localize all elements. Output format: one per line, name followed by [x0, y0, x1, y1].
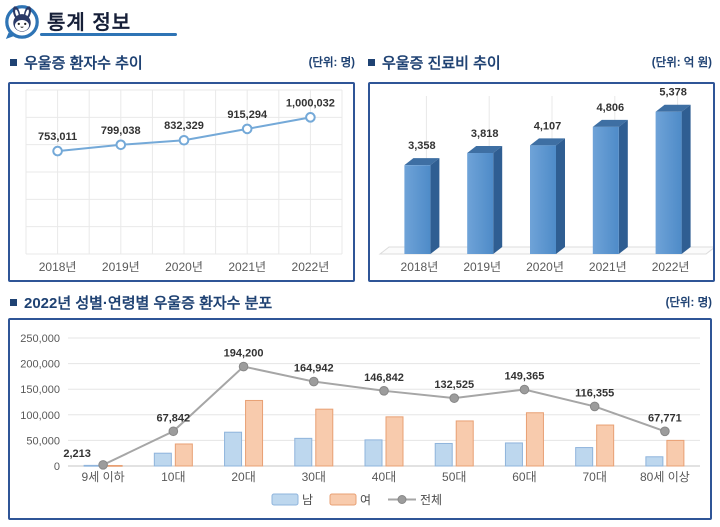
distribution-unit-label: (단위: 명): [665, 297, 712, 309]
svg-text:40대: 40대: [372, 470, 396, 484]
square-bullet-icon: [368, 58, 375, 66]
square-bullet-icon: [10, 298, 17, 306]
svg-text:9세 이하: 9세 이하: [82, 470, 125, 484]
svg-text:4,107: 4,107: [534, 120, 562, 132]
distribution-section-title: 2022년 성별·연령별 우울증 환자수 분포: [10, 292, 272, 313]
svg-text:50대: 50대: [442, 470, 466, 484]
patients-unit-label: (단위: 명): [308, 57, 355, 69]
distribution-combo-chart: 0 50,000 100,000 150,000 200,000 250,000 9세 이하…: [20, 333, 700, 507]
patients-line-chart: 753,011 2018년 799,038 2019년 832,329 2020년 915,…: [25, 89, 343, 274]
cost-section-header: 우울증 진료비 추이 (단위: 억 원): [368, 52, 712, 72]
svg-text:30대: 30대: [302, 470, 326, 484]
svg-text:4,806: 4,806: [597, 102, 625, 114]
svg-text:2021년: 2021년: [589, 260, 627, 274]
svg-text:194,200: 194,200: [224, 348, 264, 360]
svg-text:2,213: 2,213: [63, 448, 91, 460]
svg-text:753,011: 753,011: [38, 131, 77, 143]
distribution-section-header: 2022년 성별·연령별 우울증 환자수 분포 (단위: 명): [10, 292, 712, 312]
svg-text:2018년: 2018년: [39, 260, 77, 274]
cost-section-title: 우울증 진료비 추이: [368, 52, 501, 73]
svg-text:2018년: 2018년: [401, 260, 439, 274]
svg-text:132,525: 132,525: [434, 379, 474, 391]
svg-text:2019년: 2019년: [102, 260, 140, 274]
svg-text:2020년: 2020년: [165, 260, 203, 274]
svg-text:146,842: 146,842: [364, 372, 404, 384]
distribution-chart-panel: 0 50,000 100,000 150,000 200,000 250,000 9세 이하…: [8, 318, 712, 520]
cost-3d-bar-chart: 3,358 2018년 3,818 2019년 4,107 2020년 4,806 2021년…: [378, 87, 717, 274]
patients-chart-panel: 753,011 2018년 799,038 2019년 832,329 2020년 915,…: [8, 82, 355, 282]
header-underline: [40, 33, 177, 36]
svg-text:여: 여: [360, 493, 371, 507]
cost-unit-label: (단위: 억 원): [651, 57, 712, 69]
svg-text:2021년: 2021년: [228, 260, 266, 274]
svg-text:3,358: 3,358: [408, 140, 436, 152]
svg-text:2020년: 2020년: [526, 260, 564, 274]
patients-section-header: 우울증 환자수 추이 (단위: 명): [10, 52, 355, 72]
svg-text:70대: 70대: [582, 470, 606, 484]
svg-text:149,365: 149,365: [505, 371, 545, 383]
patients-section-title: 우울증 환자수 추이: [10, 52, 143, 73]
svg-text:5,378: 5,378: [659, 87, 687, 99]
svg-text:2022년: 2022년: [652, 260, 690, 274]
svg-text:832,329: 832,329: [164, 120, 204, 132]
svg-text:남: 남: [302, 493, 313, 507]
svg-text:67,842: 67,842: [157, 412, 191, 424]
svg-text:20대: 20대: [231, 470, 255, 484]
svg-text:164,942: 164,942: [294, 363, 334, 375]
svg-text:전체: 전체: [420, 493, 442, 507]
svg-text:100,000: 100,000: [20, 410, 60, 422]
cost-chart-panel: 3,358 2018년 3,818 2019년 4,107 2020년 4,806 2021년…: [368, 82, 717, 282]
svg-text:2022년: 2022년: [292, 260, 330, 274]
svg-text:799,038: 799,038: [101, 125, 141, 137]
svg-text:116,355: 116,355: [575, 387, 614, 399]
svg-text:1,000,032: 1,000,032: [286, 97, 335, 109]
svg-text:250,000: 250,000: [20, 333, 60, 345]
square-bullet-icon: [10, 58, 17, 66]
svg-text:200,000: 200,000: [20, 359, 60, 371]
page-title: 통계 정보: [47, 12, 132, 34]
svg-text:10대: 10대: [161, 470, 185, 484]
svg-text:915,294: 915,294: [227, 109, 268, 121]
rabbit-mascot-icon: [3, 2, 41, 40]
svg-text:80세 이상: 80세 이상: [640, 470, 690, 484]
svg-text:0: 0: [54, 461, 60, 473]
svg-text:50,000: 50,000: [26, 435, 60, 447]
svg-text:60대: 60대: [512, 470, 536, 484]
svg-text:2019년: 2019년: [463, 260, 501, 274]
svg-text:67,771: 67,771: [648, 412, 682, 424]
svg-text:150,000: 150,000: [20, 384, 60, 396]
svg-text:3,818: 3,818: [471, 128, 499, 140]
